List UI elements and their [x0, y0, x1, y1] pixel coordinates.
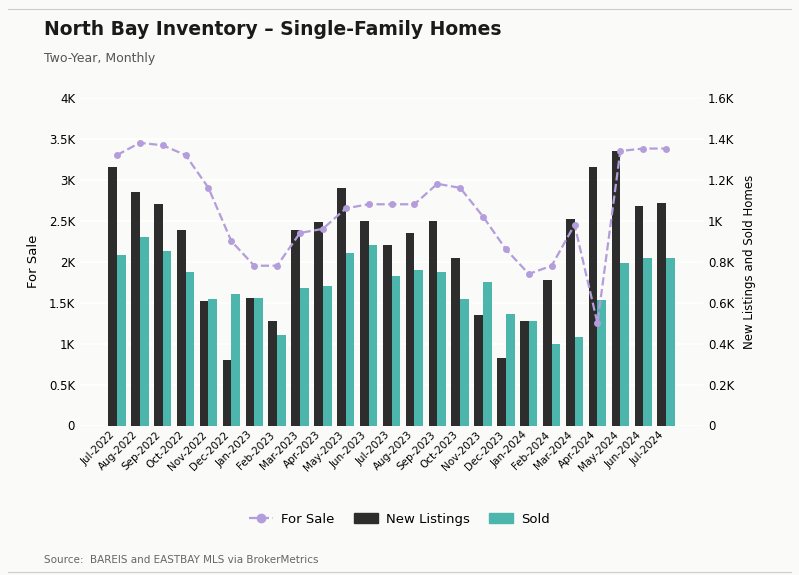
For Sale — [501, 246, 511, 253]
Y-axis label: New Listings and Sold Homes: New Listings and Sold Homes — [743, 174, 756, 349]
Bar — [598, 300, 606, 426]
Bar — [117, 255, 125, 426]
For Sale — [227, 237, 237, 244]
For Sale — [272, 262, 282, 269]
Bar — [346, 254, 355, 426]
Bar — [451, 258, 460, 426]
For Sale — [112, 152, 121, 159]
Bar — [108, 167, 117, 426]
Bar — [392, 277, 400, 426]
Bar — [543, 279, 551, 426]
Bar — [415, 270, 423, 426]
Bar — [200, 301, 209, 426]
Bar — [620, 263, 629, 426]
Bar — [254, 298, 263, 426]
Bar — [292, 231, 300, 426]
Bar — [666, 258, 675, 426]
Bar — [232, 294, 240, 426]
For Sale — [662, 145, 671, 152]
For Sale — [249, 262, 259, 269]
Bar — [223, 360, 232, 426]
Bar — [574, 337, 583, 426]
For Sale — [615, 148, 625, 155]
For Sale — [410, 201, 419, 208]
For Sale — [135, 139, 145, 146]
Bar — [337, 188, 346, 426]
For Sale — [547, 262, 556, 269]
For Sale — [432, 181, 442, 187]
Bar — [314, 223, 323, 426]
Bar — [460, 300, 469, 426]
Bar — [529, 321, 538, 426]
Bar — [323, 286, 332, 426]
Text: North Bay Inventory – Single-Family Homes: North Bay Inventory – Single-Family Home… — [44, 20, 502, 39]
Text: Source:  BAREIS and EASTBAY MLS via BrokerMetrics: Source: BAREIS and EASTBAY MLS via Broke… — [44, 555, 319, 565]
Bar — [475, 315, 483, 426]
Bar — [428, 221, 437, 426]
For Sale — [341, 205, 351, 212]
For Sale — [638, 145, 648, 152]
For Sale — [318, 225, 328, 232]
Bar — [140, 237, 149, 426]
Bar — [497, 358, 506, 426]
Y-axis label: For Sale: For Sale — [27, 235, 41, 288]
Bar — [154, 204, 163, 426]
For Sale — [570, 221, 579, 228]
For Sale — [524, 270, 534, 277]
For Sale — [158, 142, 168, 149]
For Sale — [364, 201, 373, 208]
Text: Two-Year, Monthly: Two-Year, Monthly — [44, 52, 155, 65]
Bar — [177, 231, 185, 426]
Bar — [383, 245, 392, 426]
For Sale — [455, 185, 465, 191]
Bar — [368, 245, 377, 426]
Bar — [360, 221, 368, 426]
Bar — [437, 273, 446, 426]
Bar — [483, 282, 491, 426]
For Sale — [181, 152, 190, 159]
Bar — [658, 202, 666, 426]
Bar — [163, 251, 171, 426]
For Sale — [295, 229, 304, 236]
For Sale — [204, 185, 213, 191]
For Sale — [593, 320, 602, 327]
Bar — [612, 151, 620, 426]
Bar — [300, 288, 308, 426]
Bar — [634, 206, 643, 426]
Bar — [643, 258, 652, 426]
Bar — [589, 167, 598, 426]
For Sale — [479, 213, 488, 220]
Bar — [520, 321, 529, 426]
Bar — [245, 298, 254, 426]
Legend: For Sale, New Listings, Sold: For Sale, New Listings, Sold — [244, 508, 555, 531]
Bar — [506, 314, 515, 426]
Bar — [268, 321, 277, 426]
Bar — [277, 335, 286, 426]
Line: For Sale: For Sale — [113, 139, 670, 327]
Bar — [551, 343, 560, 426]
Bar — [566, 219, 574, 426]
For Sale — [387, 201, 396, 208]
Bar — [209, 300, 217, 426]
Bar — [131, 192, 140, 426]
Bar — [406, 233, 415, 426]
Bar — [185, 273, 194, 426]
